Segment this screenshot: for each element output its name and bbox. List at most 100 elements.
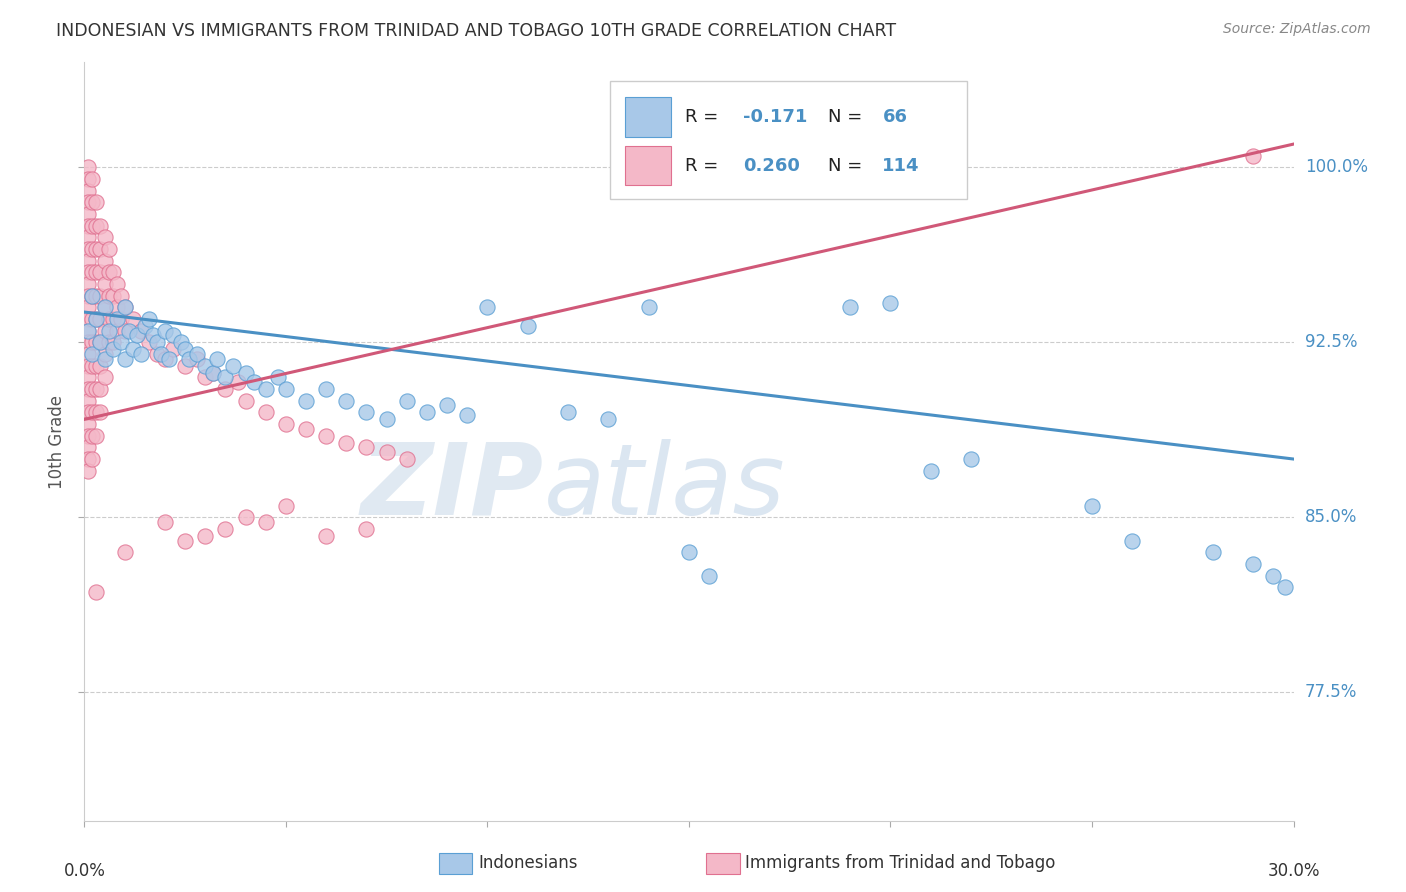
- Point: [105, 277, 128, 291]
- Bar: [624, 145, 671, 186]
- Point: [153, 324, 176, 338]
- Point: [134, 319, 156, 334]
- Point: [315, 529, 337, 543]
- Point: [214, 382, 236, 396]
- Point: [416, 405, 439, 419]
- Point: [194, 529, 217, 543]
- Text: R =: R =: [685, 157, 724, 175]
- Point: [93, 301, 115, 315]
- Point: [118, 324, 141, 338]
- Point: [82, 219, 104, 233]
- Point: [186, 347, 208, 361]
- Point: [93, 230, 115, 244]
- Point: [97, 335, 120, 350]
- Point: [86, 265, 108, 279]
- Point: [356, 522, 378, 536]
- Point: [315, 428, 337, 442]
- Point: [516, 319, 538, 334]
- Point: [77, 347, 100, 361]
- Point: [77, 230, 100, 244]
- Point: [254, 382, 277, 396]
- Point: [77, 301, 100, 315]
- Point: [194, 359, 217, 373]
- Point: [598, 412, 620, 426]
- Point: [110, 289, 132, 303]
- Point: [93, 370, 115, 384]
- Text: atlas: atlas: [544, 439, 786, 535]
- Point: [77, 405, 100, 419]
- Point: [77, 253, 100, 268]
- Text: 77.5%: 77.5%: [1305, 683, 1357, 701]
- Point: [295, 393, 318, 408]
- Point: [77, 207, 100, 221]
- Text: 0.0%: 0.0%: [63, 863, 105, 880]
- Point: [77, 184, 100, 198]
- Point: [142, 328, 165, 343]
- Point: [235, 366, 257, 380]
- Point: [114, 301, 136, 315]
- Text: N =: N =: [828, 108, 868, 126]
- Point: [77, 417, 100, 431]
- Point: [77, 335, 100, 350]
- Point: [121, 343, 143, 357]
- Point: [77, 359, 100, 373]
- Point: [146, 347, 169, 361]
- Point: [89, 289, 111, 303]
- Point: [105, 324, 128, 338]
- Point: [436, 398, 458, 412]
- Point: [86, 359, 108, 373]
- Point: [93, 347, 115, 361]
- Point: [97, 312, 120, 326]
- Point: [194, 370, 217, 384]
- Point: [101, 312, 124, 326]
- Point: [477, 301, 499, 315]
- Point: [274, 417, 297, 431]
- Point: [697, 568, 720, 582]
- Point: [170, 335, 193, 350]
- Text: Indonesians: Indonesians: [478, 855, 578, 872]
- Point: [77, 219, 100, 233]
- Point: [89, 312, 111, 326]
- Point: [153, 515, 176, 529]
- Point: [335, 435, 357, 450]
- Point: [186, 351, 208, 366]
- Point: [207, 351, 229, 366]
- Point: [146, 335, 169, 350]
- Point: [295, 422, 318, 436]
- Text: -0.171: -0.171: [744, 108, 807, 126]
- Point: [174, 343, 197, 357]
- Point: [93, 277, 115, 291]
- Point: [86, 289, 108, 303]
- Point: [153, 351, 176, 366]
- Point: [101, 265, 124, 279]
- Point: [557, 405, 579, 419]
- Point: [235, 510, 257, 524]
- Point: [82, 335, 104, 350]
- Point: [89, 335, 111, 350]
- Point: [89, 359, 111, 373]
- Point: [138, 312, 160, 326]
- Point: [97, 265, 120, 279]
- Point: [162, 328, 184, 343]
- Point: [114, 545, 136, 559]
- Point: [1202, 545, 1225, 559]
- Point: [97, 242, 120, 256]
- Point: [456, 408, 478, 422]
- Point: [77, 277, 100, 291]
- Point: [77, 382, 100, 396]
- Point: [101, 289, 124, 303]
- Text: 30.0%: 30.0%: [1267, 863, 1320, 880]
- Point: [375, 445, 398, 459]
- Point: [86, 219, 108, 233]
- Text: 100.0%: 100.0%: [1305, 159, 1368, 177]
- Bar: [610, 81, 967, 199]
- Point: [179, 351, 201, 366]
- Text: N =: N =: [828, 157, 868, 175]
- Point: [1241, 149, 1264, 163]
- Point: [97, 324, 120, 338]
- Point: [254, 405, 277, 419]
- Point: [114, 301, 136, 315]
- Point: [1241, 557, 1264, 571]
- Point: [86, 195, 108, 210]
- Point: [93, 301, 115, 315]
